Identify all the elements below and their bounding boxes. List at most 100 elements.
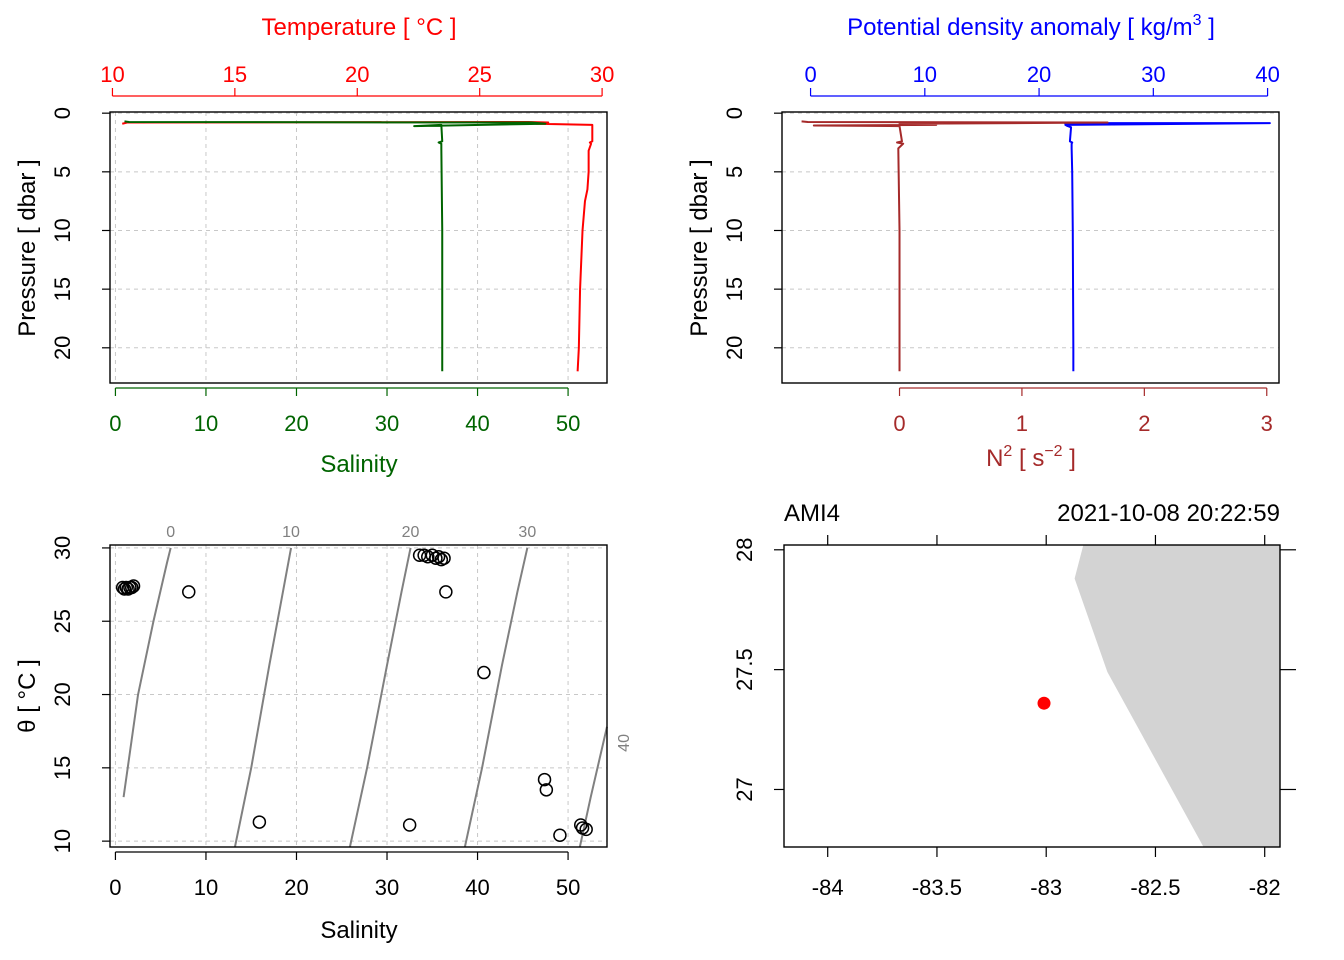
temperature-axis-label: Temperature [ °C ] <box>262 14 457 41</box>
n2-profile-line <box>801 120 1109 372</box>
ts-point <box>431 549 446 564</box>
temperature-tick-label: 20 <box>345 62 369 87</box>
longitude-label: -83 <box>1030 875 1062 900</box>
temperature-tick-label: 30 <box>590 62 614 87</box>
ts-salinity-tick-label: 30 <box>375 875 399 900</box>
panel-4-axes: -84 -83.5 -83 -82.5 -82 27 27.5 28 <box>732 535 1296 900</box>
theta-tick-label: 30 <box>50 536 75 560</box>
density-tick-label: 30 <box>1141 62 1165 87</box>
latitude-label: 27.5 <box>732 648 757 691</box>
land-mass <box>1074 545 1280 847</box>
n2-axis-label: N2 [ s−2 ] <box>986 443 1076 472</box>
panel-temperature-salinity: 0 5 10 15 20 10 15 20 25 30 0 10 20 30 40 50 Temperat… <box>14 14 614 478</box>
isopycnal-label: 20 <box>402 524 420 541</box>
ts-salinity-tick-label: 10 <box>194 875 218 900</box>
panel-2-left-axis: 0 5 10 15 20 <box>722 107 782 360</box>
isopycnal-line <box>122 547 172 798</box>
panel-1-top-axis: 10 15 20 25 30 <box>100 62 614 97</box>
temperature-tick-label: 25 <box>467 62 491 87</box>
ts-salinity-tick-label: 50 <box>556 875 580 900</box>
longitude-label: -84 <box>812 875 844 900</box>
pressure-tick-label: 15 <box>50 277 75 301</box>
panel-2-grid <box>782 112 1279 349</box>
n2-tick-label: 3 <box>1261 411 1273 436</box>
panel-ts-diagram: 0 10 20 30 40 10 15 20 25 30 0 10 20 30 40 50 Salinit… <box>14 524 633 944</box>
theta-tick-label: 15 <box>50 756 75 780</box>
temperature-profile-line <box>122 120 594 372</box>
n2-tick-label: 1 <box>1016 411 1028 436</box>
ts-point <box>437 551 451 565</box>
pressure-tick-label: 0 <box>50 107 75 119</box>
panel-station-map: -84 -83.5 -83 -82.5 -82 27 27.5 28 AMI4 2021-10… <box>732 500 1296 900</box>
n2-tick-label: 2 <box>1138 411 1150 436</box>
ts-point <box>117 582 132 596</box>
n2-tick-label: 0 <box>893 411 905 436</box>
ts-salinity-tick-label: 20 <box>284 875 308 900</box>
pressure-tick-label: 20 <box>50 336 75 360</box>
pressure-axis-label-2: Pressure [ dbar ] <box>686 159 713 336</box>
station-marker <box>1037 696 1051 710</box>
pressure-tick-label: 10 <box>722 218 747 242</box>
panel-3-isopycnals: 0 10 20 30 40 <box>122 524 633 848</box>
panel-3-frame <box>109 544 608 848</box>
panel-1-left-axis: 0 5 10 15 20 <box>50 107 110 360</box>
ts-point <box>119 580 134 595</box>
density-tick-label: 40 <box>1255 62 1279 87</box>
ts-point <box>537 772 552 787</box>
salinity-axis-label: Salinity <box>320 451 397 478</box>
panel-1-bottom-axis: 0 10 20 30 40 50 <box>109 387 580 436</box>
ts-point <box>126 579 141 593</box>
temperature-tick-label: 15 <box>223 62 247 87</box>
isopycnal-line <box>348 547 412 848</box>
ts-point <box>579 822 593 837</box>
pressure-axis-label: Pressure [ dbar ] <box>14 159 41 336</box>
pressure-tick-label: 5 <box>722 166 747 178</box>
theta-tick-label: 25 <box>50 609 75 633</box>
panel-2-top-axis: 0 10 20 30 40 <box>804 62 1280 97</box>
density-axis-label: Potential density anomaly [ kg/m3 ] <box>847 12 1215 41</box>
salinity-tick-label: 20 <box>284 411 308 436</box>
isopycnal-line <box>578 726 608 848</box>
panel-1-series <box>122 120 594 372</box>
longitude-label: -82 <box>1249 875 1281 900</box>
pressure-tick-label: 0 <box>722 107 747 119</box>
pressure-tick-label: 10 <box>50 218 75 242</box>
pressure-tick-label: 15 <box>722 277 747 301</box>
ts-point <box>553 828 567 843</box>
longitude-label: -83.5 <box>912 875 962 900</box>
salinity-tick-label: 40 <box>465 411 489 436</box>
density-profile-line <box>1064 122 1271 372</box>
theta-axis-label: θ [ °C ] <box>14 659 41 733</box>
pressure-tick-label: 5 <box>50 166 75 178</box>
theta-tick-label: 10 <box>50 829 75 853</box>
isopycnal-label: 40 <box>616 734 633 752</box>
salinity-tick-label: 50 <box>556 411 580 436</box>
salinity-tick-label: 30 <box>375 411 399 436</box>
salinity-tick-label: 10 <box>194 411 218 436</box>
theta-tick-label: 20 <box>50 682 75 706</box>
panel-1-frame <box>109 111 608 384</box>
ts-point <box>439 585 453 599</box>
temperature-tick-label: 10 <box>100 62 124 87</box>
ts-point <box>124 580 139 595</box>
density-tick-label: 0 <box>804 62 816 87</box>
ts-point <box>402 818 417 832</box>
salinity-profile-line <box>124 120 547 372</box>
pressure-tick-label: 20 <box>722 336 747 360</box>
panel-3-bottom-axis: 0 10 20 30 40 50 <box>109 851 580 900</box>
ts-point <box>252 815 267 829</box>
ts-point <box>115 580 130 595</box>
isopycnal-line <box>463 547 529 848</box>
station-name: AMI4 <box>784 500 840 527</box>
isopycnal-label: 30 <box>518 524 536 541</box>
isopycnal-label: 10 <box>282 524 300 541</box>
ts-salinity-tick-label: 0 <box>109 875 121 900</box>
panel-3-points <box>115 548 593 843</box>
ts-salinity-tick-label: 40 <box>465 875 489 900</box>
longitude-label: -82.5 <box>1130 875 1180 900</box>
latitude-label: 28 <box>732 538 757 562</box>
panel-2-series <box>801 120 1271 372</box>
isopycnal-line <box>233 547 293 848</box>
panel-2-bottom-axis: 0 1 2 3 <box>893 387 1273 436</box>
density-tick-label: 20 <box>1027 62 1051 87</box>
